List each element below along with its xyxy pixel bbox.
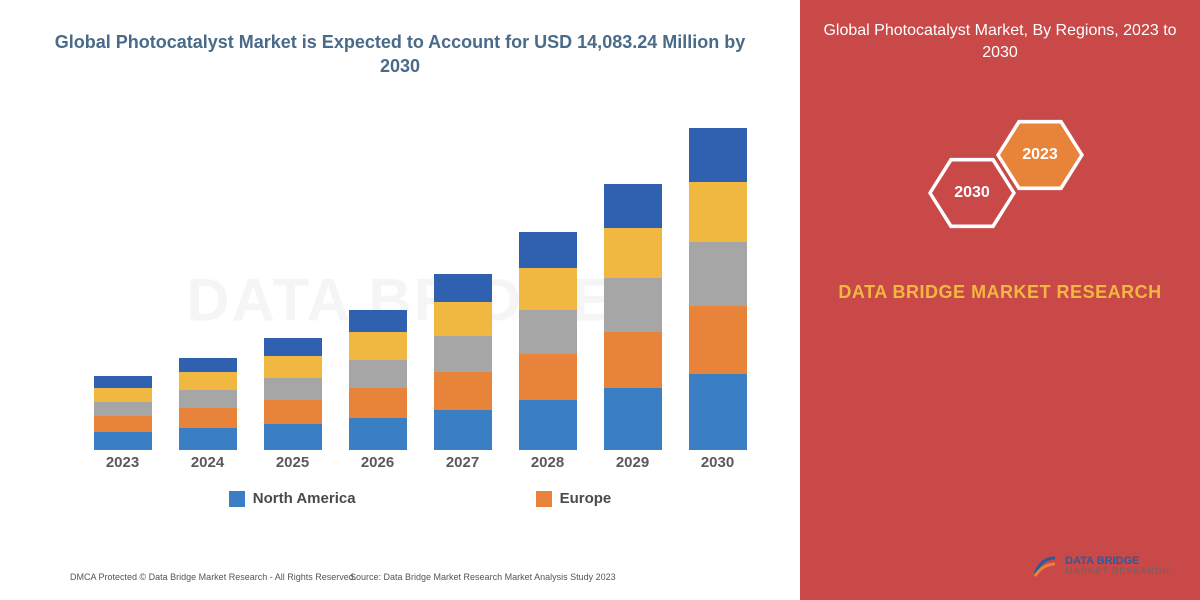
bar-segment: [94, 416, 152, 432]
legend-label: North America: [253, 490, 356, 507]
bar-column: [264, 338, 322, 450]
bar-segment: [179, 428, 237, 450]
bar-stack: [264, 338, 322, 450]
bar-segment: [604, 332, 662, 388]
bar-column: [434, 274, 492, 450]
x-axis-labels: 2023 2024 2025 2026 2027 2028 2029 2030: [80, 454, 760, 480]
bar-segment: [94, 388, 152, 402]
bar-column: [179, 358, 237, 450]
hexagon-2030-label: 2030: [954, 184, 990, 202]
bar-column: [519, 232, 577, 450]
legend-item: Europe: [536, 490, 612, 507]
bar-segment: [349, 418, 407, 450]
right-panel-title: Global Photocatalyst Market, By Regions,…: [820, 20, 1180, 65]
bar-column: [689, 128, 747, 450]
bar-segment: [604, 388, 662, 450]
logo: DATA BRIDGE MARKET RESEARCH: [1031, 552, 1170, 580]
right-panel-brand: DATA BRIDGE MARKET RESEARCH: [820, 280, 1180, 305]
bar-segment: [689, 374, 747, 450]
bar-segment: [349, 332, 407, 360]
hexagon-group: 2030 2023: [900, 110, 1100, 250]
bar-stack: [179, 358, 237, 450]
bar-segment: [264, 378, 322, 400]
bar-segment: [434, 372, 492, 410]
chart-title: Global Photocatalyst Market is Expected …: [50, 30, 750, 79]
x-axis-label: 2023: [94, 454, 152, 480]
bar-segment: [179, 390, 237, 408]
bar-segment: [349, 388, 407, 418]
bar-column: [349, 310, 407, 450]
bar-segment: [689, 242, 747, 306]
hexagon-2023-label: 2023: [1022, 146, 1058, 164]
bar-segment: [434, 274, 492, 302]
logo-text: DATA BRIDGE MARKET RESEARCH: [1065, 555, 1170, 577]
bar-column: [94, 376, 152, 450]
legend-swatch-icon: [536, 491, 552, 507]
bar-segment: [519, 310, 577, 354]
bar-segment: [179, 358, 237, 372]
bar-segment: [94, 402, 152, 416]
bar-segment: [434, 336, 492, 372]
bar-segment: [94, 376, 152, 388]
bar-segment: [179, 372, 237, 390]
bar-segment: [604, 184, 662, 228]
bar-segment: [689, 306, 747, 374]
bar-segment: [519, 232, 577, 268]
x-axis-label: 2030: [689, 454, 747, 480]
bar-segment: [604, 228, 662, 278]
x-axis-label: 2024: [179, 454, 237, 480]
footer-source: Source: Data Bridge Market Research Mark…: [350, 572, 616, 582]
x-axis-label: 2025: [264, 454, 322, 480]
bar-segment: [519, 354, 577, 400]
bar-segment: [264, 338, 322, 356]
x-axis-label: 2028: [519, 454, 577, 480]
bar-segment: [264, 356, 322, 378]
bar-segment: [94, 432, 152, 450]
bar-stack: [604, 184, 662, 450]
bar-segment: [264, 424, 322, 450]
bar-stack: [519, 232, 577, 450]
x-axis-label: 2027: [434, 454, 492, 480]
legend-swatch-icon: [229, 491, 245, 507]
legend-item: North America: [229, 490, 356, 507]
bar-segment: [604, 278, 662, 332]
bar-stack: [434, 274, 492, 450]
bar-segment: [434, 410, 492, 450]
chart-legend: North America Europe: [80, 490, 760, 507]
x-axis-label: 2026: [349, 454, 407, 480]
chart-area: 2023 2024 2025 2026 2027 2028 2029 2030: [80, 100, 760, 480]
bar-column: [604, 184, 662, 450]
x-axis-label: 2029: [604, 454, 662, 480]
logo-mark-icon: [1031, 552, 1059, 580]
bar-segment: [519, 268, 577, 310]
bar-stack: [349, 310, 407, 450]
bar-stack: [689, 128, 747, 450]
bar-stack: [94, 376, 152, 450]
legend-label: Europe: [560, 490, 612, 507]
logo-line2: MARKET RESEARCH: [1065, 567, 1170, 577]
bar-group: [80, 120, 760, 450]
bar-segment: [689, 182, 747, 242]
bar-segment: [349, 360, 407, 388]
bar-segment: [434, 302, 492, 336]
bar-segment: [179, 408, 237, 428]
right-panel: Global Photocatalyst Market, By Regions,…: [800, 0, 1200, 600]
bar-segment: [689, 128, 747, 182]
chart-panel: DATA BRIDGE Global Photocatalyst Market …: [0, 0, 800, 600]
bar-segment: [264, 400, 322, 424]
bar-segment: [349, 310, 407, 332]
footer-dmca: DMCA Protected © Data Bridge Market Rese…: [70, 572, 356, 582]
bar-segment: [519, 400, 577, 450]
